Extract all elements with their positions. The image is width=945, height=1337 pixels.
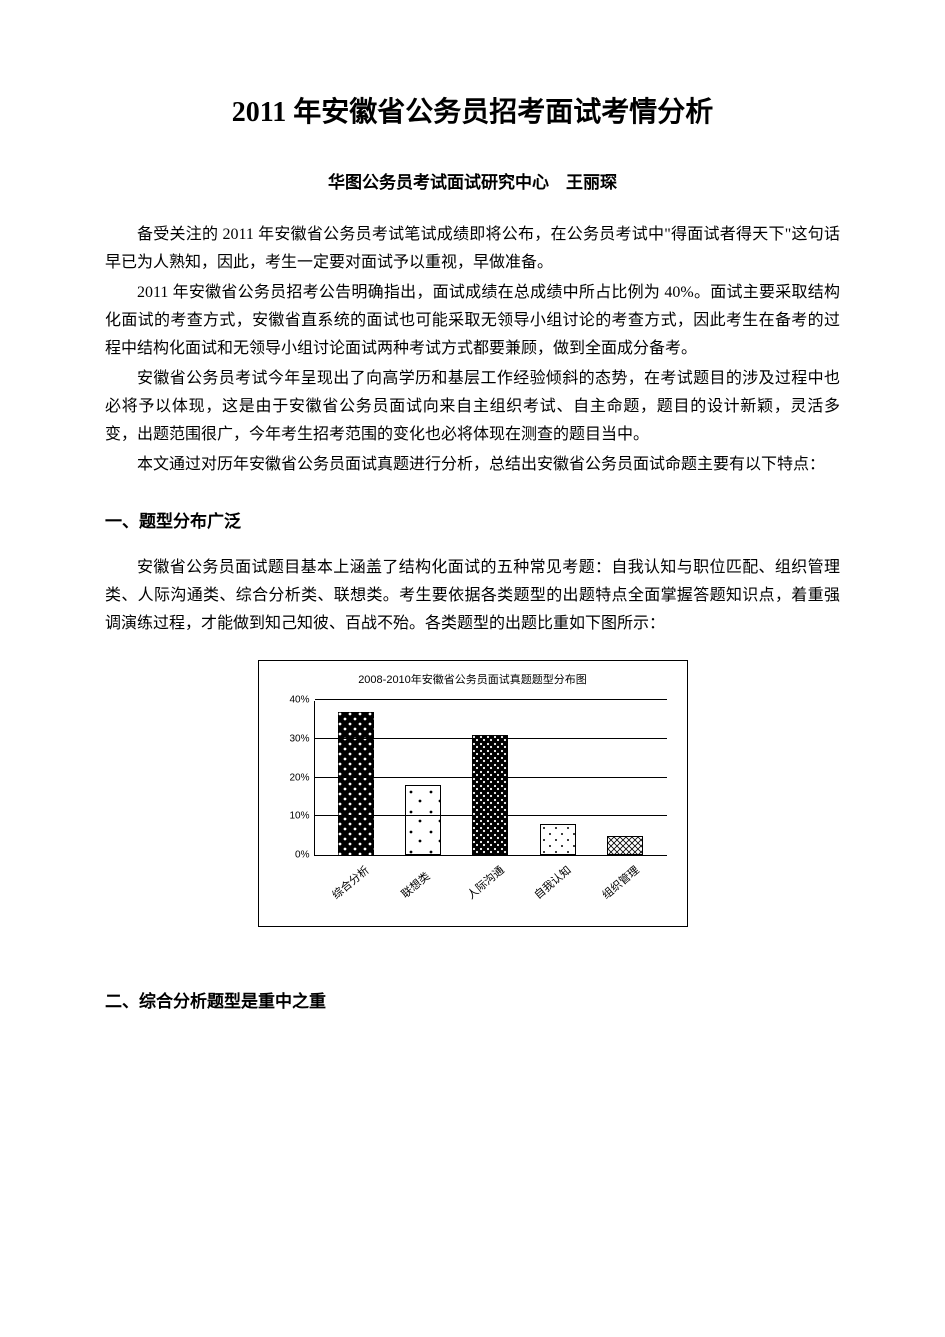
intro-para-3: 安徽省公务员考试今年呈现出了向高学历和基层工作经验倾斜的态势，在考试题目的涉及过… [105, 365, 840, 449]
intro-para-1: 备受关注的 2011 年安徽省公务员考试笔试成绩即将公布，在公务员考试中"得面试… [105, 221, 840, 277]
chart-x-label: 联想类 [396, 867, 449, 921]
chart-y-tick: 40% [280, 695, 310, 706]
chart-bar [607, 836, 643, 855]
chart-title: 2008-2010年安徽省公务员面试真题题型分布图 [269, 671, 677, 687]
chart-container: 2008-2010年安徽省公务员面试真题题型分布图 0%10%20%30%40%… [105, 660, 840, 927]
chart-bar [472, 735, 508, 855]
chart-y-tick: 0% [280, 850, 310, 861]
chart-x-label: 人际沟通 [463, 867, 516, 921]
chart-bars [315, 701, 667, 855]
chart-gridline [315, 777, 667, 778]
chart-x-labels: 综合分析联想类人际沟通自我认知组织管理 [314, 874, 667, 914]
intro-para-2: 2011 年安徽省公务员招考公告明确指出，面试成绩在总成绩中所占比例为 40%。… [105, 279, 840, 363]
page-subtitle: 华图公务员考试面试研究中心 王丽琛 [105, 168, 840, 193]
section-2-heading: 二、综合分析题型是重中之重 [105, 987, 840, 1012]
chart-bar [405, 785, 441, 855]
chart-plot-area: 0%10%20%30%40% [314, 701, 667, 856]
chart-y-tick: 20% [280, 772, 310, 783]
chart-x-label: 综合分析 [329, 867, 382, 921]
page-title: 2011 年安徽省公务员招考面试考情分析 [105, 90, 840, 130]
chart-y-tick: 30% [280, 733, 310, 744]
intro-para-4: 本文通过对历年安徽省公务员面试真题进行分析，总结出安徽省公务员面试命题主要有以下… [105, 451, 840, 479]
chart-gridline [315, 815, 667, 816]
chart-gridline [315, 738, 667, 739]
chart-x-label: 组织管理 [598, 867, 651, 921]
chart-y-tick: 10% [280, 811, 310, 822]
chart-bar [338, 712, 374, 855]
section-1-para: 安徽省公务员面试题目基本上涵盖了结构化面试的五种常见考题：自我认知与职位匹配、组… [105, 554, 840, 638]
chart-gridline [315, 699, 667, 700]
section-1-heading: 一、题型分布广泛 [105, 507, 840, 532]
chart-box: 2008-2010年安徽省公务员面试真题题型分布图 0%10%20%30%40%… [258, 660, 688, 927]
chart-x-label: 自我认知 [531, 867, 584, 921]
chart-bar [540, 824, 576, 855]
